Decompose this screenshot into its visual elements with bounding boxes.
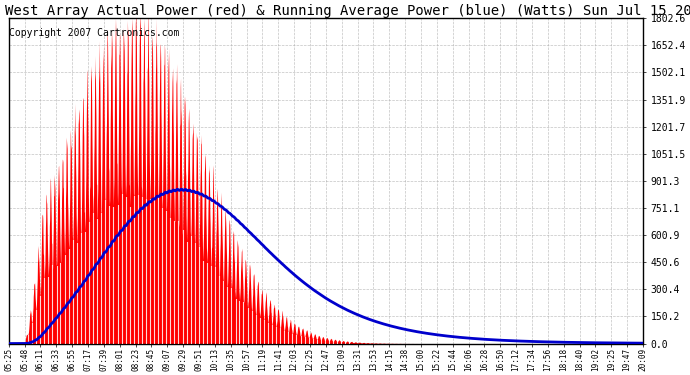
Text: Copyright 2007 Cartronics.com: Copyright 2007 Cartronics.com	[9, 28, 179, 38]
Text: West Array Actual Power (red) & Running Average Power (blue) (Watts) Sun Jul 15 : West Array Actual Power (red) & Running …	[6, 4, 690, 18]
